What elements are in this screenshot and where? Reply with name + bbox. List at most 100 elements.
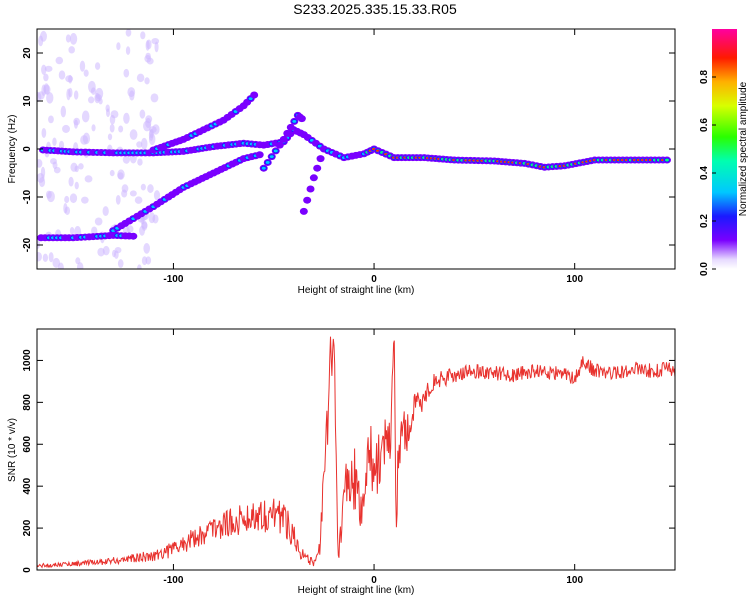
spectrogram-speckle xyxy=(118,125,124,133)
spectrogram-speckle xyxy=(46,92,54,104)
spectrogram-speckle xyxy=(42,253,49,263)
spectrogram-speckle xyxy=(129,190,137,197)
snr-x-tick-label: 100 xyxy=(566,575,583,586)
spectrogram-speckle xyxy=(45,190,52,199)
spectrogram-speckle xyxy=(94,217,103,226)
spectrogram-speckle xyxy=(136,73,145,83)
spectrogram-speckle xyxy=(116,42,121,51)
spectrogram-speckle xyxy=(123,112,130,124)
spectrogram-speckle xyxy=(37,239,41,250)
spectrogram-speckle xyxy=(109,169,115,177)
spectrogram-speckle xyxy=(69,227,75,235)
snr-x-tick-label: 0 xyxy=(371,575,377,586)
colorbar-tick-label: 0.6 xyxy=(699,118,710,132)
colorbar-tick-label: 0.4 xyxy=(699,166,710,180)
spectrogram-cell xyxy=(265,161,270,164)
spectrogram-cell xyxy=(273,149,278,153)
spectrogram-speckle xyxy=(148,126,157,134)
spectrogram-cell xyxy=(292,120,297,123)
spectrogram-speckle xyxy=(79,60,86,72)
spectrogram-cell xyxy=(299,207,308,215)
spectrogram-speckle xyxy=(52,137,57,147)
spectrogram-cell xyxy=(306,185,315,193)
colorbar-tick-label: 0.8 xyxy=(699,70,710,84)
spectrogram-x-tick-label: 0 xyxy=(371,274,377,285)
spectrogram-cell xyxy=(303,196,312,204)
spectrogram-speckle xyxy=(68,87,73,98)
spectrogram-speckle xyxy=(48,252,54,263)
spectrogram-speckle xyxy=(44,65,53,72)
spectrogram-cell xyxy=(248,97,253,100)
spectrogram-speckle xyxy=(144,77,150,85)
spectrogram-speckle xyxy=(41,84,47,97)
spectrogram-cell xyxy=(316,155,325,163)
spectrogram-y-tick-label: 0 xyxy=(22,146,33,152)
spectrogram-speckle xyxy=(78,163,84,170)
spectrogram-speckle xyxy=(41,64,47,75)
spectrogram-speckle xyxy=(134,196,143,204)
spectrogram-speckle xyxy=(140,216,145,225)
spectrogram-speckle xyxy=(125,46,131,55)
spectrogram-speckle xyxy=(37,159,43,168)
spectrogram-cell xyxy=(664,158,669,162)
spectrogram-speckle xyxy=(38,35,44,47)
spectrogram-speckle xyxy=(129,90,135,101)
spectrogram-speckle xyxy=(94,62,101,70)
spectrogram-speckle xyxy=(68,176,74,187)
spectrogram-speckle xyxy=(145,256,152,265)
snr-x-tick-label: -100 xyxy=(163,575,183,586)
spectrogram-speckle xyxy=(95,87,104,100)
spectrogram-speckle xyxy=(140,137,148,150)
spectrogram-speckle xyxy=(91,124,96,132)
snr-y-tick-label: 0 xyxy=(22,567,33,573)
snr-series-line xyxy=(37,336,675,569)
spectrogram-speckle xyxy=(147,184,154,193)
spectrogram-speckle xyxy=(139,109,146,119)
spectrogram-speckle xyxy=(81,196,89,204)
spectrogram-speckle xyxy=(121,184,129,193)
snr-y-tick-label: 200 xyxy=(22,519,33,536)
snr-y-tick-label: 600 xyxy=(22,435,33,452)
spectrogram-speckle xyxy=(140,183,146,191)
spectrogram-speckle xyxy=(88,80,96,93)
spectrogram-speckle xyxy=(73,90,79,100)
spectrogram-speckle xyxy=(97,247,105,257)
spectrogram-cell xyxy=(129,232,138,240)
spectrogram-speckle xyxy=(37,91,42,102)
chart-title: S233.2025.335.15.33.R05 xyxy=(293,1,457,17)
spectrogram-speckle xyxy=(82,132,91,145)
spectrogram-speckle xyxy=(107,133,113,141)
spectrogram-speckle xyxy=(69,32,78,45)
colorbar-tick-label: 0.2 xyxy=(699,214,710,228)
spectrogram-cell xyxy=(283,129,292,137)
spectrogram-speckle xyxy=(152,214,159,224)
spectrogram-marks xyxy=(37,29,671,269)
spectrogram-y-tick-label: 10 xyxy=(22,95,33,107)
spectrogram-speckle xyxy=(65,34,71,43)
spectrogram-speckle xyxy=(68,46,75,54)
spectrogram-x-label: Height of straight line (km) xyxy=(298,285,415,296)
spectrogram-speckle xyxy=(43,73,49,82)
spectrogram-speckle xyxy=(129,129,138,140)
spectrogram-speckle xyxy=(145,40,150,51)
spectrogram-speckle xyxy=(74,165,79,173)
spectrogram-speckle xyxy=(48,115,54,124)
spectrogram-speckle xyxy=(84,175,93,183)
snr-x-label: Height of straight line (km) xyxy=(298,585,415,596)
spectrogram-speckle xyxy=(74,181,79,190)
spectrogram-speckle xyxy=(87,96,95,104)
spectrogram-speckle xyxy=(126,225,134,233)
spectrogram-speckle xyxy=(143,243,151,254)
spectrogram-cell xyxy=(255,151,264,159)
spectrogram-x-tick-label: 100 xyxy=(566,274,583,285)
spectrogram-speckle xyxy=(105,108,111,118)
snr-panel: -100 0 100 0 200 400 600 800 1000 Height of str… xyxy=(7,328,676,596)
spectrogram-y-label: Frequency (Hz) xyxy=(7,115,18,184)
spectrogram-speckle xyxy=(145,115,153,124)
spectrogram-speckle xyxy=(139,225,145,236)
spectrogram-y-tick-label: 20 xyxy=(22,47,33,59)
spectrogram-x-axis: -100 0 100 xyxy=(163,29,583,285)
spectrogram-speckle xyxy=(98,98,103,105)
colorbar-ticks: 0.0 0.2 0.4 0.6 0.8 xyxy=(699,70,716,276)
